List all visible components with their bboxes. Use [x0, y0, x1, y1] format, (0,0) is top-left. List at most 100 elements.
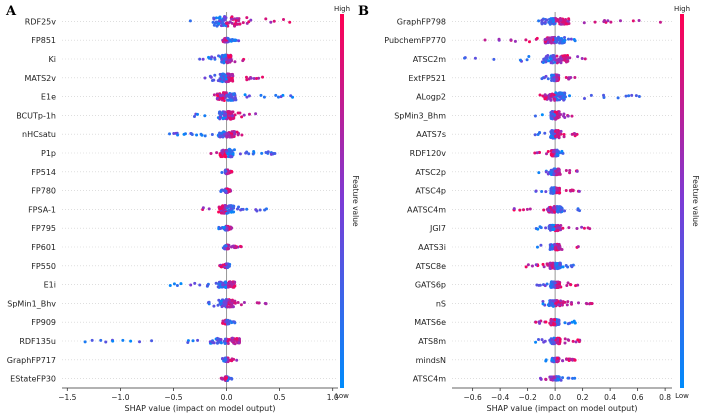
- shap-point: [232, 148, 236, 152]
- shap-point: [550, 191, 554, 195]
- shap-point: [254, 112, 258, 116]
- shap-point: [228, 284, 232, 288]
- shap-point: [573, 132, 577, 136]
- shap-point: [216, 94, 220, 98]
- shap-point: [547, 59, 551, 63]
- panel-label-b: B: [358, 4, 369, 19]
- feature-dots: [512, 205, 582, 214]
- shap-point: [216, 303, 220, 307]
- shap-point: [196, 112, 199, 116]
- shap-point: [580, 225, 584, 229]
- shap-point: [216, 285, 220, 289]
- x-tick-label: 0.4: [604, 393, 616, 402]
- shap-point: [272, 19, 276, 23]
- shap-point: [233, 246, 237, 250]
- feature-label: FP795: [31, 224, 56, 233]
- shap-point: [576, 301, 580, 305]
- shap-point: [549, 113, 553, 117]
- shap-point: [540, 77, 544, 81]
- shap-point: [541, 94, 545, 98]
- shap-point: [224, 262, 228, 266]
- shap-point: [575, 226, 579, 230]
- shap-point: [258, 208, 262, 212]
- shap-point: [550, 170, 554, 174]
- shap-point: [566, 114, 570, 118]
- feature-dots: [220, 168, 234, 176]
- shap-point: [190, 132, 194, 136]
- shap-point: [168, 132, 172, 136]
- shap-point: [225, 265, 229, 269]
- feature-label: MATS6e: [414, 318, 446, 327]
- shap-point: [226, 319, 230, 323]
- shap-point: [557, 115, 561, 119]
- shap-point: [559, 208, 563, 212]
- shap-point: [83, 340, 87, 344]
- shap-point: [241, 59, 245, 63]
- shap-point: [546, 172, 550, 176]
- shap-point: [228, 358, 232, 362]
- feature-label: FP601: [31, 243, 56, 252]
- shap-point: [224, 376, 228, 380]
- shap-point: [548, 22, 552, 26]
- shap-point: [203, 114, 207, 118]
- shap-point: [548, 267, 552, 271]
- shap-point: [219, 206, 223, 210]
- shap-point: [558, 340, 562, 344]
- shap-point: [221, 321, 225, 325]
- x-tick-label: −0.6: [464, 393, 482, 402]
- feature-dots: [221, 318, 237, 326]
- shap-point: [215, 151, 219, 155]
- shap-point: [602, 93, 606, 97]
- shap-point: [230, 339, 234, 343]
- shap-point: [545, 152, 549, 156]
- shap-point: [232, 93, 236, 97]
- shap-point: [228, 154, 232, 158]
- shap-point: [221, 72, 225, 76]
- shap-point: [538, 151, 542, 154]
- shap-point: [552, 173, 556, 177]
- shap-point: [555, 40, 558, 44]
- shap-point: [203, 76, 207, 80]
- feature-dots: [221, 36, 241, 44]
- shap-point: [558, 41, 562, 45]
- shap-point: [556, 285, 560, 289]
- feature-dots: [220, 356, 239, 364]
- feature-label: EStateFP30: [10, 375, 56, 384]
- shap-point: [245, 78, 249, 82]
- feature-label: FP550: [31, 262, 56, 271]
- x-tick-label: 0.0: [549, 393, 561, 402]
- shap-point: [555, 135, 559, 139]
- shap-point: [233, 60, 237, 64]
- shap-point: [547, 36, 551, 40]
- shap-point: [206, 282, 210, 286]
- shap-point: [558, 172, 562, 176]
- shap-point: [237, 39, 241, 43]
- feature-label: SpMin3_Bhm: [394, 111, 446, 120]
- shap-point: [545, 18, 549, 22]
- shap-point: [261, 75, 265, 79]
- shap-point: [240, 115, 244, 119]
- shap-point: [566, 338, 570, 342]
- feature-label: AATS3i: [418, 243, 446, 252]
- shap-point: [549, 134, 553, 138]
- shap-point: [582, 96, 586, 100]
- shap-point: [568, 171, 572, 175]
- shap-point: [550, 280, 554, 284]
- shap-point: [541, 300, 545, 304]
- shap-point: [544, 226, 548, 230]
- shap-point: [191, 339, 195, 343]
- shap-point: [576, 208, 580, 212]
- shap-point: [522, 208, 526, 212]
- shap-point: [658, 20, 662, 24]
- shap-point: [552, 243, 556, 247]
- shap-point: [554, 298, 558, 302]
- feature-dots: [168, 280, 237, 290]
- shap-point: [263, 208, 267, 212]
- shap-point: [569, 283, 573, 287]
- shap-point: [230, 299, 234, 303]
- shap-point: [566, 300, 570, 304]
- feature-dots: [537, 16, 662, 26]
- shap-point: [575, 169, 579, 173]
- shap-point: [555, 54, 559, 58]
- shap-point: [557, 303, 561, 307]
